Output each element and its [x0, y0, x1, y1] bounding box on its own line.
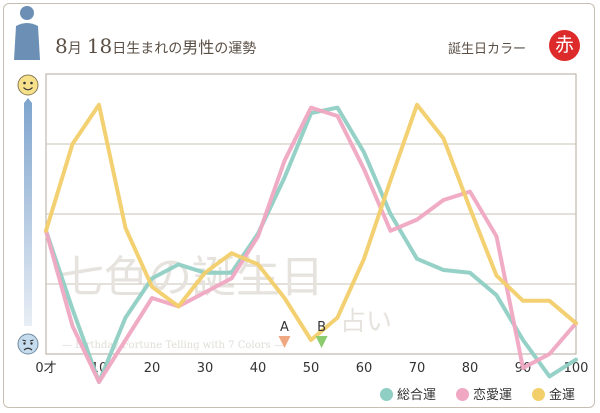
x-tick-label: 0才: [35, 361, 56, 376]
legend-label: 総合運: [397, 388, 437, 403]
x-tick-label: 30: [197, 361, 214, 376]
legend-label: 恋愛運: [473, 388, 513, 403]
birth-color-badge: 赤: [549, 30, 580, 61]
legend-swatch: [380, 388, 393, 401]
legend-item: 金運: [532, 384, 575, 403]
marker-label-a: A: [280, 320, 289, 335]
x-tick-label: 40: [250, 361, 267, 376]
chart-frame: [3, 3, 595, 408]
marker-arrow-icon: [278, 336, 291, 348]
series-line-3: [44, 102, 578, 342]
title-tail: の運勢: [214, 41, 257, 57]
smiling-face-icon: [17, 74, 39, 96]
mood-scale: [24, 98, 32, 326]
birth-color-label: 誕生日カラー: [448, 42, 527, 57]
x-tick-label: 50: [303, 361, 320, 376]
legend-swatch: [532, 388, 545, 401]
x-tick-label: 80: [462, 361, 479, 376]
watermark-subtitle: — Birthday Fortune Telling with 7 Colors…: [62, 340, 284, 351]
legend-item: 恋愛運: [456, 384, 512, 403]
legend-swatch: [456, 388, 469, 401]
title-day: 18: [86, 34, 113, 58]
title-day-unit: 日生まれの: [112, 41, 183, 57]
person-silhouette-icon: [14, 6, 40, 60]
title-month: 8: [55, 34, 68, 58]
x-tick-label: 60: [356, 361, 373, 376]
title-subject: 男性: [182, 38, 215, 57]
watermark-title-2: 占い: [340, 307, 392, 337]
x-tick-label: 20: [144, 361, 161, 376]
worried-face-icon: [17, 333, 39, 355]
marker-label-b: B: [317, 320, 326, 335]
legend-label: 金運: [549, 388, 576, 403]
title-month-unit: 月: [67, 41, 82, 57]
legend-item: 総合運: [380, 384, 436, 403]
x-tick-label: 70: [409, 361, 426, 376]
marker-arrow-icon: [315, 336, 328, 348]
page-title: 8月 18日生まれの男性の運勢: [55, 34, 256, 58]
